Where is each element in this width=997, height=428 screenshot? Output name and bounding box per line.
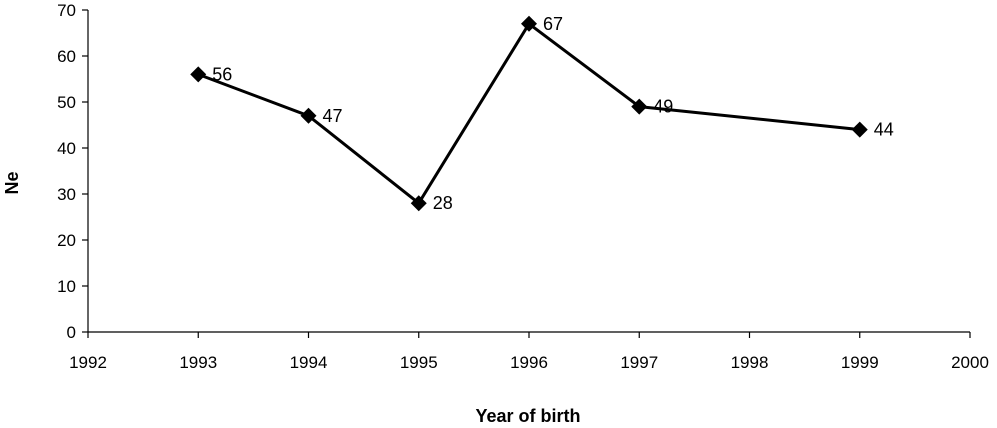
data-point	[631, 98, 648, 115]
data-label: 47	[323, 106, 343, 126]
x-tick-label: 1995	[400, 353, 438, 372]
y-tick-label: 60	[57, 47, 76, 66]
data-point	[300, 107, 317, 124]
x-axis-title: Year of birth	[475, 406, 580, 426]
y-tick-label: 10	[57, 277, 76, 296]
axes	[82, 9, 971, 338]
y-axis-title: Ne	[2, 171, 22, 194]
data-point	[410, 195, 427, 212]
x-tick-label: 1997	[620, 353, 658, 372]
x-tick-label: 1996	[510, 353, 548, 372]
y-tick-label: 40	[57, 139, 76, 158]
x-tick-label: 1992	[69, 353, 107, 372]
data-point	[521, 15, 537, 32]
y-tick-label: 50	[57, 93, 76, 112]
data-label: 49	[653, 97, 673, 117]
y-tick-label: 30	[57, 185, 76, 204]
tick-labels: 0 10 20 30 40 50 60 70 1992 1993 1994 1995 1996 1997 1…	[57, 1, 989, 372]
x-tick-label: 1999	[841, 353, 879, 372]
y-tick-label: 20	[57, 231, 76, 250]
data-label: 28	[433, 193, 453, 213]
series-group	[190, 15, 868, 212]
x-tick-label: 1993	[179, 353, 217, 372]
data-label: 56	[212, 64, 232, 84]
x-tick-label: 1998	[731, 353, 769, 372]
x-tick-label: 1994	[290, 353, 328, 372]
data-point	[190, 66, 207, 83]
series-line	[197, 22, 860, 205]
data-label: 44	[874, 120, 894, 140]
data-point	[851, 121, 868, 138]
data-label: 67	[543, 14, 563, 34]
y-tick-label: 0	[67, 323, 76, 342]
x-tick-label: 2000	[951, 353, 989, 372]
data-labels: 56 47 28 67 49 44	[212, 14, 894, 213]
y-tick-label: 70	[57, 1, 76, 20]
